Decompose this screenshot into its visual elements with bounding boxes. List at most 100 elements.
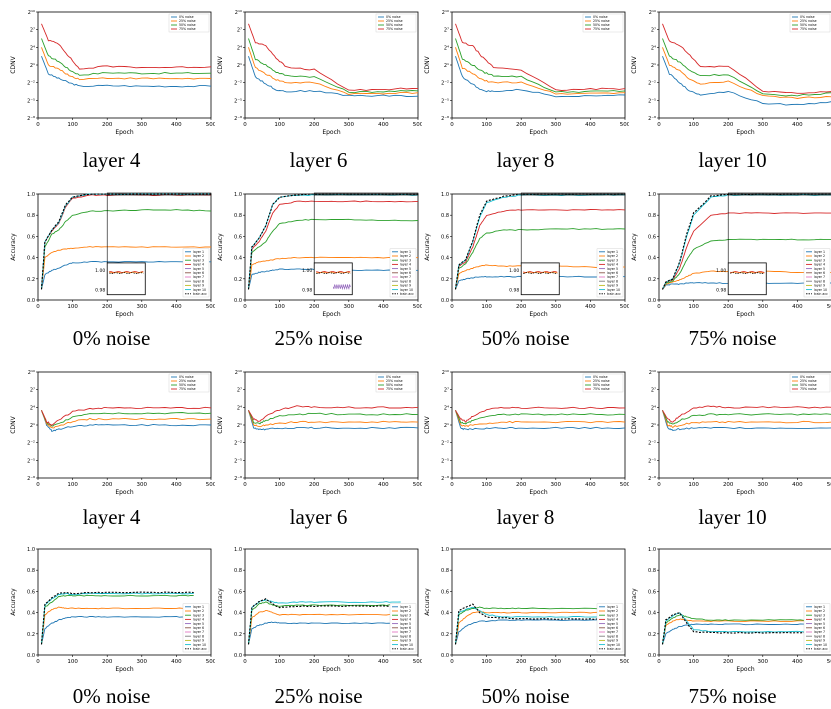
x-axis-label: Epoch	[529, 311, 548, 318]
y-tick-label: 2⁻²	[648, 81, 656, 87]
y-axis-label: Accuracy	[10, 588, 17, 616]
y-axis-label: CDNV	[10, 55, 17, 73]
x-tick-label: 0	[243, 122, 247, 128]
chart-svg: 2⁻⁸2⁻⁵2⁻²2¹2⁴2⁷2¹⁰0100200300400500EpochC…	[629, 368, 831, 496]
y-tick-label: 0.2	[234, 632, 242, 638]
y-tick-label: 0.6	[234, 234, 242, 240]
x-tick-label: 300	[344, 304, 355, 310]
legend-entry: train acc	[607, 292, 621, 296]
x-tick-label: 400	[171, 482, 182, 488]
x-tick-label: 200	[723, 304, 734, 310]
legend-entry: 75% noise	[593, 27, 610, 31]
y-axis-label: Accuracy	[631, 588, 638, 616]
chart-panel-r3-c4: 2⁻⁸2⁻⁵2⁻²2¹2⁴2⁷2¹⁰0100200300400500EpochC…	[629, 368, 831, 496]
legend-entry: 75% noise	[386, 387, 403, 391]
panel-caption: 25% noise	[215, 326, 422, 351]
y-tick-label: 0.8	[441, 213, 449, 219]
x-tick-label: 100	[481, 122, 492, 128]
y-tick-label: 0.0	[441, 653, 449, 659]
x-tick-label: 400	[171, 659, 182, 665]
y-axis-label: Accuracy	[631, 233, 638, 261]
y-tick-label: 2⁻⁵	[648, 458, 656, 464]
x-tick-label: 400	[792, 482, 803, 488]
y-tick-label: 2⁷	[651, 388, 656, 394]
inset-tick-label: 0.98	[509, 288, 519, 294]
y-tick-label: 2¹⁰	[28, 370, 35, 376]
y-tick-label: 2⁻²	[27, 441, 35, 447]
panel-caption: layer 6	[215, 505, 422, 530]
y-tick-label: 2¹⁰	[442, 10, 449, 16]
x-tick-label: 100	[274, 304, 285, 310]
y-tick-label: 2⁷	[444, 28, 449, 34]
panel-caption: layer 8	[422, 148, 629, 173]
y-tick-label: 2¹	[237, 63, 242, 69]
inset-frame	[521, 263, 559, 295]
x-tick-label: 500	[206, 482, 215, 488]
panel-caption: 75% noise	[629, 326, 831, 351]
x-axis-label: Epoch	[736, 666, 755, 673]
y-tick-label: 0.2	[441, 277, 449, 283]
x-axis-label: Epoch	[115, 489, 134, 496]
y-tick-label: 2⁷	[30, 388, 35, 394]
x-tick-label: 200	[309, 122, 320, 128]
x-tick-label: 0	[657, 304, 661, 310]
x-tick-label: 100	[67, 304, 78, 310]
y-tick-label: 0.6	[648, 234, 656, 240]
legend-entry: train acc	[193, 292, 207, 296]
x-tick-label: 100	[688, 659, 699, 665]
x-tick-label: 500	[413, 482, 422, 488]
y-tick-label: 2⁴	[444, 45, 449, 51]
x-axis-label: Epoch	[736, 489, 755, 496]
x-tick-label: 500	[827, 304, 831, 310]
x-tick-label: 200	[309, 482, 320, 488]
x-tick-label: 400	[378, 304, 389, 310]
y-tick-label: 2⁻⁸	[234, 116, 242, 122]
y-tick-label: 0.2	[648, 277, 656, 283]
y-axis-label: CDNV	[631, 415, 638, 433]
x-tick-label: 0	[243, 482, 247, 488]
y-tick-label: 0.2	[234, 277, 242, 283]
legend-entry: 75% noise	[593, 387, 610, 391]
inset-tick-label: 0.98	[716, 288, 726, 294]
inset-frame	[107, 263, 145, 295]
y-axis-label: CDNV	[217, 55, 224, 73]
panel-caption: layer 8	[422, 505, 629, 530]
x-tick-label: 200	[723, 482, 734, 488]
x-tick-label: 300	[551, 122, 562, 128]
y-tick-label: 2⁷	[237, 388, 242, 394]
legend-entry: train acc	[400, 292, 414, 296]
x-tick-label: 300	[137, 122, 148, 128]
x-axis-label: Epoch	[322, 129, 341, 136]
x-tick-label: 200	[516, 304, 527, 310]
y-axis-label: Accuracy	[217, 588, 224, 616]
x-tick-label: 500	[827, 482, 831, 488]
panel-caption: layer 10	[629, 505, 831, 530]
y-tick-label: 0.4	[648, 256, 656, 262]
x-tick-label: 0	[36, 482, 40, 488]
x-tick-label: 100	[688, 304, 699, 310]
x-tick-label: 400	[585, 659, 596, 665]
y-tick-label: 2⁴	[30, 45, 35, 51]
x-tick-label: 200	[309, 659, 320, 665]
x-tick-label: 500	[620, 304, 629, 310]
x-tick-label: 200	[723, 122, 734, 128]
y-tick-label: 2⁻⁵	[441, 98, 449, 104]
y-tick-label: 2⁻²	[234, 81, 242, 87]
inset-tick-label: 1.00	[302, 268, 312, 274]
panel-caption: layer 4	[8, 505, 215, 530]
x-tick-label: 500	[206, 304, 215, 310]
y-axis-label: CDNV	[631, 55, 638, 73]
x-tick-label: 300	[758, 659, 769, 665]
